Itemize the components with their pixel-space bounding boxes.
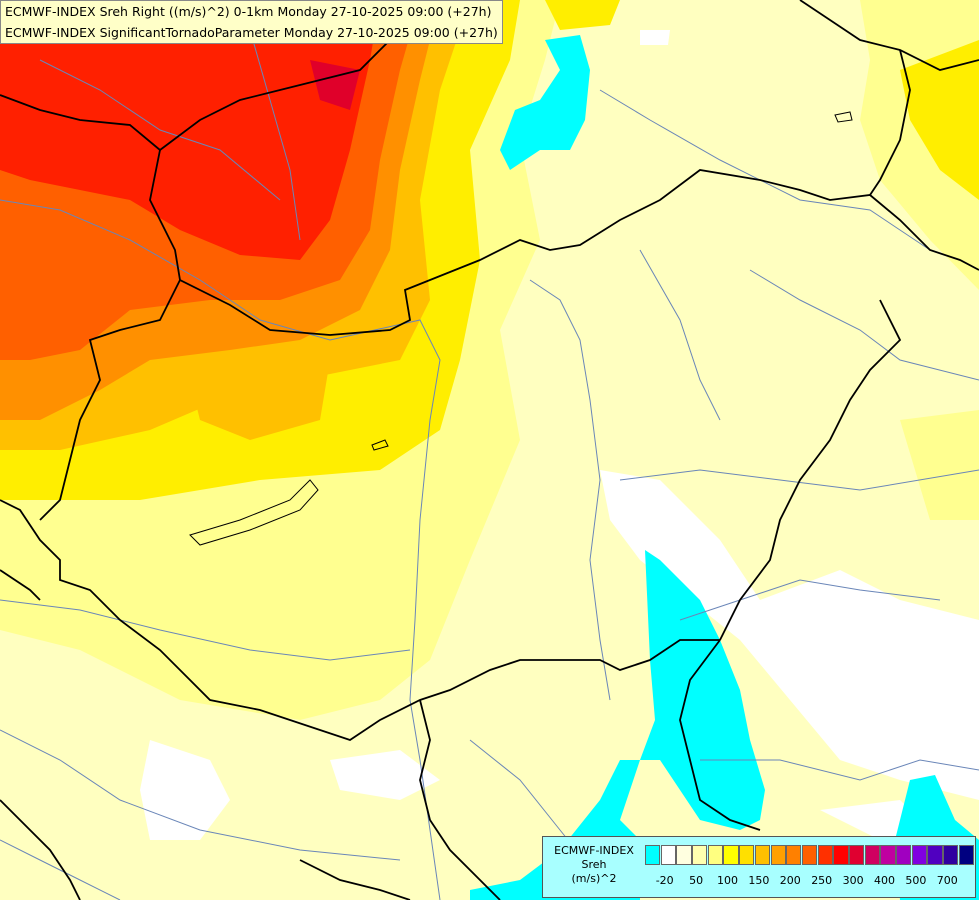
- legend-swatch: [911, 845, 927, 865]
- legend-label: ECMWF-INDEX Sreh (m/s)^2: [547, 844, 641, 886]
- legend-swatch: [770, 845, 786, 865]
- legend-swatch: [660, 845, 676, 865]
- legend-swatch: [801, 845, 818, 865]
- legend-ticks: -20 50 100 150 200 250 300 400 500 700: [645, 874, 977, 890]
- legend-swatch: [958, 845, 975, 865]
- legend-tick-label: 400: [874, 874, 895, 887]
- legend-tick-label: 700: [936, 874, 958, 887]
- color-legend: ECMWF-INDEX Sreh (m/s)^2 -20 50 100 150 200 2…: [542, 836, 976, 898]
- legend-variable: Sreh: [581, 858, 607, 871]
- legend-source: ECMWF-INDEX: [554, 844, 634, 857]
- legend-tick-label: -20: [655, 874, 674, 887]
- legend-swatch: [927, 845, 943, 865]
- legend-tick-label: 200: [779, 874, 801, 887]
- legend-tick-label: 50: [689, 874, 704, 887]
- legend-swatch: [817, 845, 833, 865]
- legend-tick-label: 500: [905, 874, 927, 887]
- legend-swatch: [864, 845, 880, 865]
- legend-swatch: [833, 845, 849, 865]
- sreh-field-red: [0, 0, 380, 260]
- map-title-line-1: ECMWF-INDEX Sreh Right ((m/s)^2) 0-1km M…: [5, 4, 492, 19]
- legend-swatch: [880, 845, 896, 865]
- legend-unit: (m/s)^2: [571, 872, 617, 885]
- rivers: [0, 29, 979, 900]
- legend-swatch: [739, 845, 755, 865]
- legend-swatch: [676, 845, 692, 865]
- legend-swatch: [645, 845, 661, 865]
- legend-tick-label: 100: [717, 874, 738, 887]
- legend-swatch: [896, 845, 912, 865]
- legend-swatch: [692, 845, 708, 865]
- legend-tick-label: 250: [811, 874, 833, 887]
- map-title-box: ECMWF-INDEX Sreh Right ((m/s)^2) 0-1km M…: [0, 0, 503, 44]
- legend-tick-label: 150: [748, 874, 770, 887]
- map-title-line-2: ECMWF-INDEX SignificantTornadoParameter …: [5, 25, 498, 40]
- legend-tick-label: 300: [842, 874, 864, 887]
- legend-swatch: [848, 845, 865, 865]
- legend-swatch: [707, 845, 724, 865]
- legend-swatch: [723, 845, 739, 865]
- legend-swatch: [943, 845, 959, 865]
- legend-swatches: [645, 845, 975, 865]
- legend-swatch: [786, 845, 802, 865]
- lakes: [189, 111, 853, 546]
- legend-swatch: [754, 845, 771, 865]
- sreh-field-white: [140, 30, 979, 840]
